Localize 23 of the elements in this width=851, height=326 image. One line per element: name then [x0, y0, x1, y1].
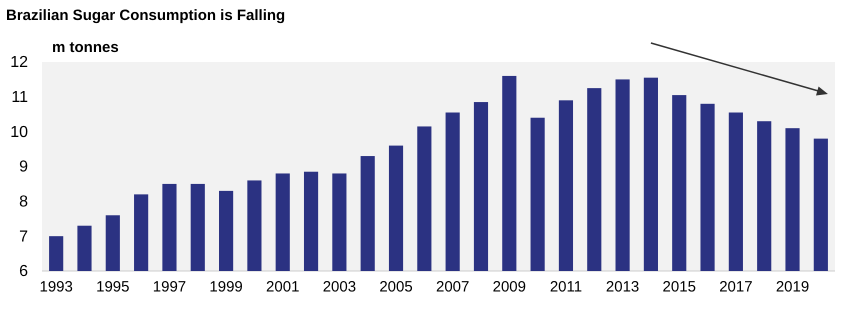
x-tick-label: 2013: [606, 278, 640, 296]
x-tick-label: 2009: [492, 278, 526, 296]
x-tick-label: 2017: [719, 278, 753, 296]
y-tick-label: 11: [11, 88, 28, 106]
x-tick-label: 2011: [550, 278, 582, 296]
x-tick-label: 1995: [96, 278, 130, 296]
y-tick-label: 8: [19, 193, 28, 210]
chart-title: Brazilian Sugar Consumption is Falling: [6, 7, 286, 24]
y-tick-label: 7: [19, 228, 28, 246]
y-tick-label: 12: [10, 54, 28, 72]
x-tick-label: 2007: [436, 278, 470, 296]
x-tick-label: 1993: [39, 278, 73, 296]
y-tick-label: 6: [19, 263, 28, 280]
x-tick-label: 1997: [152, 278, 186, 296]
y-tick-label: 9: [19, 158, 28, 176]
x-tick-label: 2003: [322, 278, 356, 296]
x-tick-label: 2001: [266, 278, 300, 296]
y-tick-label: 10: [10, 124, 28, 141]
y-axis-title: m tonnes: [52, 39, 119, 56]
x-tick-label: 2005: [379, 278, 413, 296]
x-tick-label: 1999: [209, 278, 243, 296]
x-tick-label: 2019: [776, 278, 810, 296]
x-tick-label: 2015: [662, 278, 696, 296]
